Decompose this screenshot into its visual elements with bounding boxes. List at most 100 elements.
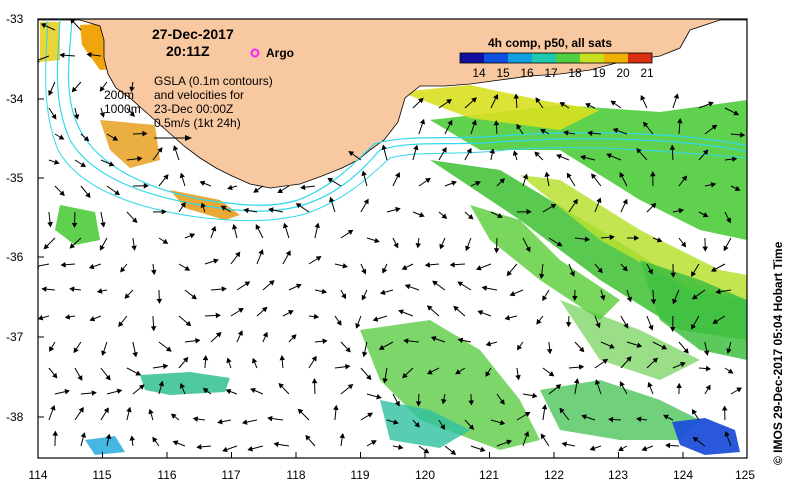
velocity-arrow-head [650, 171, 656, 177]
sst-patch-south-east [540, 380, 700, 440]
velocity-arrow-head [379, 289, 386, 295]
scale-arrow-head [185, 135, 192, 141]
velocity-arrow-head [680, 361, 686, 368]
velocity-arrow-head [670, 272, 676, 278]
velocity-arrow-head [516, 123, 522, 130]
velocity-arrow-head [321, 288, 328, 295]
velocity-arrow-head [163, 174, 169, 180]
velocity-arrow-head [414, 422, 420, 428]
velocity-arrow-head [366, 374, 372, 381]
velocity-arrow-head [712, 318, 719, 324]
lon-tick: 124 [672, 468, 694, 482]
velocity-arrow-head [80, 432, 86, 438]
velocity-arrow-head [363, 198, 369, 205]
velocity-arrow-head [361, 351, 368, 358]
velocity-arrow-head [395, 172, 401, 178]
contour-label-1000m: 1000m [104, 102, 141, 116]
colorbar-tick: 16 [520, 66, 534, 80]
velocity-arrow-head [471, 119, 477, 126]
velocity-arrow-head [584, 236, 591, 242]
velocity-arrow-head [40, 23, 47, 29]
velocity-arrow-head [677, 118, 683, 124]
velocity-arrow-head [447, 119, 453, 126]
velocity-arrow-head [381, 144, 387, 151]
velocity-arrow-head [374, 237, 380, 244]
velocity-arrow-head [179, 172, 185, 179]
velocity-arrow-head [683, 348, 689, 354]
velocity-arrow-head [481, 285, 488, 291]
velocity-arrow-head [726, 217, 731, 224]
velocity-arrow-head [225, 389, 232, 395]
velocity-arrow-head [69, 286, 75, 293]
velocity-arrow-head [506, 270, 512, 277]
velocity-arrow-head [504, 315, 510, 321]
velocity-arrow-head [226, 357, 232, 364]
colorbar-tick: 15 [496, 66, 510, 80]
velocity-arrow-head [282, 222, 289, 229]
lon-tick: 119 [350, 468, 370, 482]
velocity-arrow-head [64, 314, 71, 320]
velocity-arrow-head [394, 400, 400, 407]
velocity-arrow-head [124, 293, 130, 299]
velocity-arrow-head [59, 52, 65, 58]
velocity-arrow-head [398, 444, 404, 450]
velocity-arrow-head [608, 416, 614, 423]
velocity-arrow-head [253, 187, 259, 193]
map-time: 20:11Z [166, 43, 210, 59]
velocity-arrow-head [327, 177, 334, 183]
velocity-arrow-head [715, 288, 721, 295]
velocity-arrow-head [314, 222, 320, 229]
velocity-arrow-head [261, 306, 268, 313]
velocity-arrow-head [221, 286, 227, 292]
velocity-arrow-head [235, 251, 241, 258]
velocity-arrow-head [485, 341, 492, 347]
velocity-arrow-head [669, 144, 676, 150]
velocity-arrow-head [559, 407, 565, 414]
velocity-arrow-head [101, 350, 107, 356]
velocity-arrow-head [650, 202, 657, 209]
velocity-arrow-head [313, 313, 320, 320]
velocity-arrow-head [85, 192, 91, 198]
velocity-arrow-head [647, 268, 653, 275]
velocity-arrow-head [477, 310, 484, 316]
gsla-line: GSLA (0.1m contours) [154, 74, 273, 88]
velocity-arrow-head [162, 363, 169, 370]
velocity-arrow-head [116, 388, 123, 394]
velocity-arrow-head [222, 446, 228, 453]
velocity-arrow-head [457, 337, 464, 344]
velocity-arrow-head [626, 356, 632, 362]
velocity-arrow-head [311, 355, 317, 362]
velocity-arrow-head [656, 237, 663, 243]
colorbar-tick: 21 [640, 66, 654, 80]
velocity-arrow-head [135, 370, 142, 376]
velocity-arrow-head [395, 206, 401, 213]
velocity-arrow-head [53, 159, 60, 165]
velocity-arrow-head [589, 445, 596, 451]
velocity-arrow-head [347, 229, 354, 236]
contour-outer [45, 19, 747, 222]
velocity-arrow-head [99, 86, 105, 92]
velocity-arrow-head [215, 312, 221, 319]
velocity-arrow-head [305, 434, 311, 441]
velocity-arrow-head [126, 406, 132, 413]
velocity-arrow-head [572, 295, 578, 302]
velocity-arrow-head [273, 441, 279, 448]
velocity-arrow-head [648, 324, 654, 331]
velocity-arrow-head [287, 310, 294, 316]
velocity-arrow-head [479, 446, 486, 452]
lon-tick: 117 [221, 468, 241, 482]
velocity-arrow-head [378, 344, 385, 350]
velocity-arrow-head [542, 295, 548, 302]
velocity-arrow-head [355, 323, 361, 329]
velocity-arrow-head [523, 431, 530, 437]
velocity-arrow-head [591, 173, 597, 180]
velocity-arrow-head [419, 118, 426, 125]
velocity-arrow-head [262, 331, 268, 338]
colorbar-tick: 17 [544, 66, 558, 80]
velocity-arrow-head [585, 103, 591, 109]
sst-patch-nw-yellow [40, 22, 60, 62]
velocity-arrow-head [211, 225, 217, 232]
velocity-arrow-head [137, 156, 143, 162]
velocity-arrow-head [322, 338, 328, 345]
velocity-arrow-head [524, 411, 531, 417]
